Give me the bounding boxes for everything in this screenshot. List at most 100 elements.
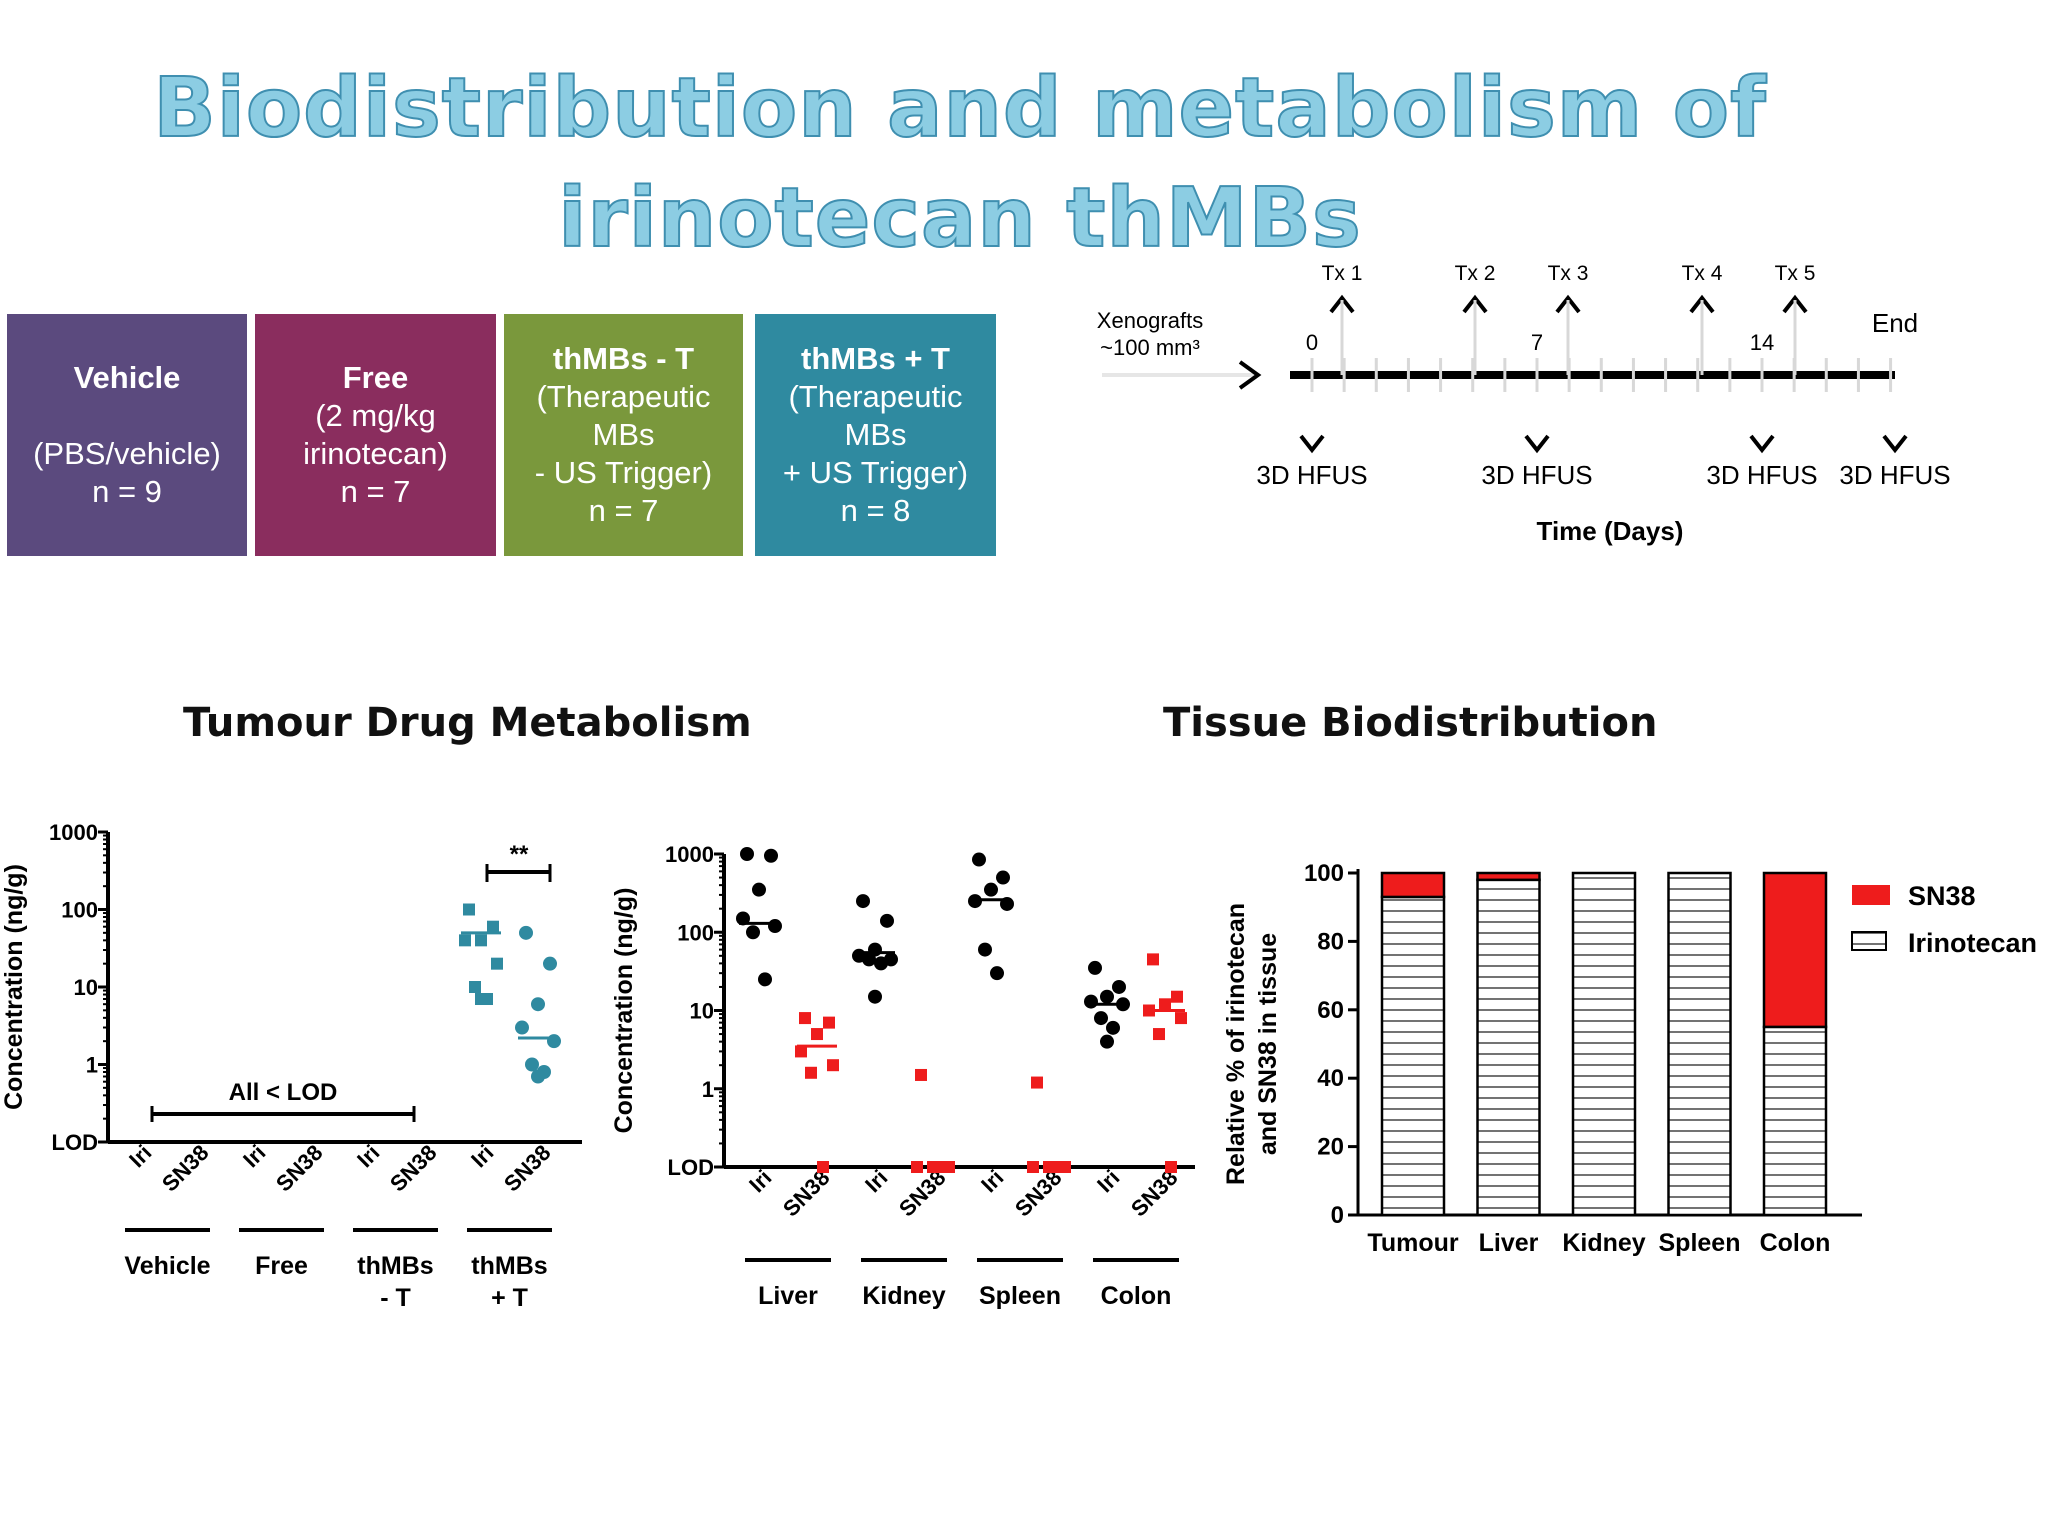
data-point bbox=[880, 913, 894, 928]
data-point bbox=[817, 1161, 829, 1173]
group-label: Colon bbox=[1101, 1282, 1172, 1310]
data-point bbox=[795, 1045, 807, 1058]
group-box-vehicle: Vehicle (PBS/vehicle) n = 9 bbox=[7, 314, 247, 556]
data-point bbox=[1147, 953, 1159, 966]
y-tick-label: 10 bbox=[690, 999, 714, 1024]
imaging-arrow-icon bbox=[1524, 434, 1550, 454]
data-point bbox=[927, 1161, 939, 1173]
y-axis-label: and SN38 in tissue bbox=[1254, 933, 1282, 1155]
data-point bbox=[811, 1028, 823, 1041]
treatment-label: Tx 5 bbox=[1775, 262, 1816, 285]
x-tick-label: SN38 bbox=[1010, 1165, 1067, 1222]
page-title-line-2: irinotecan thMBs bbox=[557, 171, 1362, 266]
x-tick-label: SN38 bbox=[271, 1140, 328, 1197]
treatment-arrow-icon bbox=[1555, 294, 1581, 314]
data-point bbox=[915, 1068, 927, 1081]
y-tick-label: 100 bbox=[677, 920, 714, 945]
data-point bbox=[827, 1059, 839, 1072]
y-tick-label: 100 bbox=[1304, 860, 1344, 887]
data-point bbox=[862, 952, 876, 967]
treatment-arrow-icon bbox=[1782, 294, 1808, 314]
bar-irinotecan bbox=[1762, 1025, 1828, 1217]
group-line: MBs bbox=[592, 417, 655, 452]
group-line: n = 7 bbox=[340, 474, 411, 509]
data-point bbox=[1159, 998, 1171, 1011]
group-name: Free bbox=[342, 360, 409, 395]
data-point bbox=[1171, 990, 1183, 1003]
group-label: Free bbox=[255, 1252, 308, 1280]
x-tick-label: Iri bbox=[352, 1140, 384, 1172]
imaging-label: 3D HFUS bbox=[1839, 460, 1950, 490]
treatment-arrow-icon bbox=[1329, 294, 1355, 314]
y-tick-label: LOD bbox=[668, 1155, 714, 1180]
day-tick-label: 14 bbox=[1750, 330, 1774, 355]
y-tick-label: 40 bbox=[1317, 1065, 1344, 1092]
data-point bbox=[874, 956, 888, 971]
data-point bbox=[531, 997, 545, 1012]
data-point bbox=[752, 882, 766, 897]
data-point bbox=[515, 1020, 529, 1035]
bar-irinotecan bbox=[1476, 878, 1541, 1217]
y-tick-label: 20 bbox=[1317, 1134, 1344, 1161]
imaging-arrow-icon bbox=[1299, 434, 1325, 454]
treatment-arrow-icon bbox=[1462, 294, 1488, 314]
x-tick-label: Iri bbox=[238, 1140, 270, 1172]
timeline-axis-label: Time (Days) bbox=[1537, 516, 1684, 546]
data-point bbox=[972, 852, 986, 867]
data-point bbox=[1165, 1161, 1177, 1173]
treatment-timeline: Xenografts ~100 mm³ Tx 1 Tx 2 Tx 3 Tx 4 Tx 5… bbox=[1097, 262, 1951, 546]
group-name: thMBs - T bbox=[552, 341, 695, 376]
data-point bbox=[996, 870, 1010, 885]
x-tick-label: SN38 bbox=[1126, 1165, 1183, 1222]
data-point bbox=[1059, 1161, 1071, 1173]
x-tick-label: SN38 bbox=[499, 1140, 556, 1197]
significance-label: ** bbox=[510, 841, 529, 868]
group-label: thMBs bbox=[357, 1252, 433, 1280]
data-point bbox=[1084, 994, 1098, 1009]
data-point bbox=[978, 942, 992, 957]
imaging-label: 3D HFUS bbox=[1481, 460, 1592, 490]
group-name: Vehicle bbox=[73, 360, 181, 395]
group-label: Spleen bbox=[979, 1282, 1061, 1310]
legend-label: Irinotecan bbox=[1908, 928, 2037, 958]
bar-sn38 bbox=[1380, 871, 1446, 899]
group-line: n = 7 bbox=[588, 493, 659, 528]
group-line: n = 9 bbox=[92, 474, 162, 509]
start-label-line-2: ~100 mm³ bbox=[1100, 335, 1200, 360]
group-label: Kidney bbox=[862, 1282, 945, 1310]
x-tick-label: SN38 bbox=[157, 1140, 214, 1197]
data-point bbox=[463, 903, 475, 916]
data-point bbox=[1100, 1034, 1114, 1049]
x-tick-label: Iri bbox=[744, 1165, 776, 1197]
group-line bbox=[15, 397, 239, 435]
group-line: (2 mg/kg bbox=[315, 398, 436, 433]
data-point bbox=[1088, 960, 1102, 975]
data-point bbox=[1106, 1020, 1120, 1035]
lod-note: All < LOD bbox=[229, 1079, 338, 1106]
group-box-thmbs-minus-t: thMBs - T (Therapeutic MBs - US Trigger)… bbox=[504, 314, 743, 556]
start-label-line-1: Xenografts bbox=[1097, 308, 1203, 333]
timeline-start-arrow bbox=[1238, 360, 1262, 390]
group-label: thMBs bbox=[471, 1252, 547, 1280]
data-point bbox=[469, 981, 481, 993]
data-point bbox=[856, 894, 870, 909]
data-point bbox=[459, 934, 471, 947]
group-label: Liver bbox=[758, 1282, 818, 1310]
imaging-arrow-icon bbox=[1882, 434, 1908, 454]
group-line: (Therapeutic bbox=[536, 379, 711, 414]
data-point bbox=[758, 972, 772, 987]
y-tick-label: LOD bbox=[52, 1130, 98, 1155]
bar-irinotecan bbox=[1380, 895, 1446, 1217]
data-point bbox=[475, 993, 487, 1006]
data-point bbox=[911, 1161, 923, 1173]
y-tick-label: 0 bbox=[1331, 1202, 1344, 1229]
bar-irinotecan bbox=[1571, 871, 1637, 1217]
data-point bbox=[1100, 989, 1114, 1004]
y-tick-label: 10 bbox=[74, 975, 98, 1000]
group-line: irinotecan) bbox=[303, 436, 448, 471]
section-heading-tissue: Tissue Biodistribution bbox=[1163, 700, 1658, 746]
y-tick-label: 100 bbox=[61, 898, 98, 923]
data-point bbox=[943, 1161, 955, 1173]
section-heading-tumour: Tumour Drug Metabolism bbox=[183, 700, 752, 746]
imaging-arrow-icon bbox=[1749, 434, 1775, 454]
